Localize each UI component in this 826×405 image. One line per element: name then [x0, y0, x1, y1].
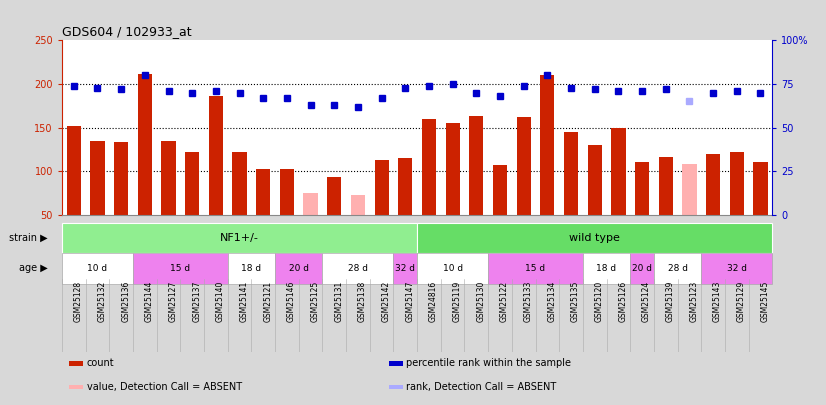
Text: strain ▶: strain ▶: [9, 233, 48, 243]
Text: GSM25136: GSM25136: [121, 281, 131, 322]
Bar: [587, 145, 602, 215]
Bar: [69, 385, 83, 389]
Text: 32 d: 32 d: [727, 264, 747, 273]
Text: percentile rank within the sample: percentile rank within the sample: [406, 358, 572, 369]
Text: GSM25141: GSM25141: [240, 281, 249, 322]
Text: GSM25138: GSM25138: [358, 281, 367, 322]
Bar: [706, 153, 720, 215]
Bar: [635, 162, 649, 215]
Text: GSM25139: GSM25139: [666, 281, 675, 322]
Text: GSM25120: GSM25120: [595, 281, 604, 322]
Text: GSM25127: GSM25127: [169, 281, 178, 322]
Text: GSM25130: GSM25130: [477, 281, 486, 322]
Bar: [753, 162, 767, 215]
Bar: [62, 253, 133, 284]
Text: GSM25134: GSM25134: [548, 281, 557, 322]
Bar: [67, 126, 81, 215]
Bar: [138, 74, 152, 215]
Bar: [445, 123, 460, 215]
Text: GSM25123: GSM25123: [690, 281, 699, 322]
Text: GSM25124: GSM25124: [642, 281, 651, 322]
Bar: [658, 157, 673, 215]
Bar: [488, 253, 583, 284]
Bar: [422, 119, 436, 215]
Bar: [611, 128, 625, 215]
Bar: [516, 117, 531, 215]
Text: GSM25147: GSM25147: [406, 281, 415, 322]
Bar: [540, 75, 554, 215]
Bar: [374, 160, 389, 215]
Bar: [393, 253, 417, 284]
Bar: [630, 253, 654, 284]
Text: GSM25146: GSM25146: [287, 281, 296, 322]
Bar: [654, 253, 701, 284]
Text: 10 d: 10 d: [443, 264, 463, 273]
Bar: [322, 253, 393, 284]
Text: 32 d: 32 d: [396, 264, 415, 273]
Bar: [256, 168, 270, 215]
Bar: [280, 168, 294, 215]
Bar: [232, 152, 247, 215]
Text: GSM25122: GSM25122: [500, 281, 509, 322]
Bar: [161, 141, 176, 215]
Text: wild type: wild type: [569, 233, 620, 243]
Text: GSM25142: GSM25142: [382, 281, 391, 322]
Text: 20 d: 20 d: [632, 264, 652, 273]
Text: GSM25144: GSM25144: [145, 281, 154, 322]
Text: age ▶: age ▶: [19, 263, 48, 273]
Bar: [133, 253, 228, 284]
Bar: [303, 193, 318, 215]
Text: GSM25119: GSM25119: [453, 281, 462, 322]
Text: 15 d: 15 d: [525, 264, 546, 273]
Bar: [682, 164, 696, 215]
Text: 18 d: 18 d: [241, 264, 262, 273]
Bar: [327, 177, 341, 215]
Bar: [493, 165, 507, 215]
Text: GSM25143: GSM25143: [713, 281, 722, 322]
Text: GSM25137: GSM25137: [192, 281, 202, 322]
Bar: [62, 223, 417, 253]
Bar: [90, 141, 105, 215]
Text: GSM25125: GSM25125: [311, 281, 320, 322]
Bar: [701, 253, 772, 284]
Text: GSM25129: GSM25129: [737, 281, 746, 322]
Text: GSM24816: GSM24816: [429, 281, 438, 322]
Text: NF1+/-: NF1+/-: [220, 233, 259, 243]
Text: 28 d: 28 d: [348, 264, 368, 273]
Text: value, Detection Call = ABSENT: value, Detection Call = ABSENT: [87, 382, 242, 392]
Bar: [398, 158, 412, 215]
Bar: [114, 143, 128, 215]
Bar: [417, 223, 772, 253]
Text: GSM25140: GSM25140: [216, 281, 225, 322]
Bar: [185, 152, 199, 215]
Text: GDS604 / 102933_at: GDS604 / 102933_at: [62, 25, 192, 38]
Text: 28 d: 28 d: [667, 264, 687, 273]
Text: GSM25133: GSM25133: [524, 281, 533, 322]
Bar: [69, 361, 83, 365]
Bar: [417, 253, 488, 284]
Text: 18 d: 18 d: [596, 264, 617, 273]
Bar: [469, 116, 483, 215]
Bar: [389, 361, 403, 365]
Text: GSM25145: GSM25145: [761, 281, 770, 322]
Text: GSM25131: GSM25131: [335, 281, 344, 322]
Text: 15 d: 15 d: [170, 264, 191, 273]
Text: GSM25135: GSM25135: [571, 281, 580, 322]
Bar: [583, 253, 630, 284]
Bar: [389, 385, 403, 389]
Bar: [351, 196, 365, 215]
Text: GSM25121: GSM25121: [263, 281, 273, 322]
Bar: [209, 96, 223, 215]
Bar: [275, 253, 322, 284]
Text: count: count: [87, 358, 115, 369]
Bar: [228, 253, 275, 284]
Text: rank, Detection Call = ABSENT: rank, Detection Call = ABSENT: [406, 382, 557, 392]
Text: 10 d: 10 d: [88, 264, 107, 273]
Bar: [729, 152, 744, 215]
Text: GSM25128: GSM25128: [74, 281, 83, 322]
Text: GSM25132: GSM25132: [97, 281, 107, 322]
Bar: [564, 132, 578, 215]
Text: GSM25126: GSM25126: [619, 281, 628, 322]
Text: 20 d: 20 d: [289, 264, 309, 273]
